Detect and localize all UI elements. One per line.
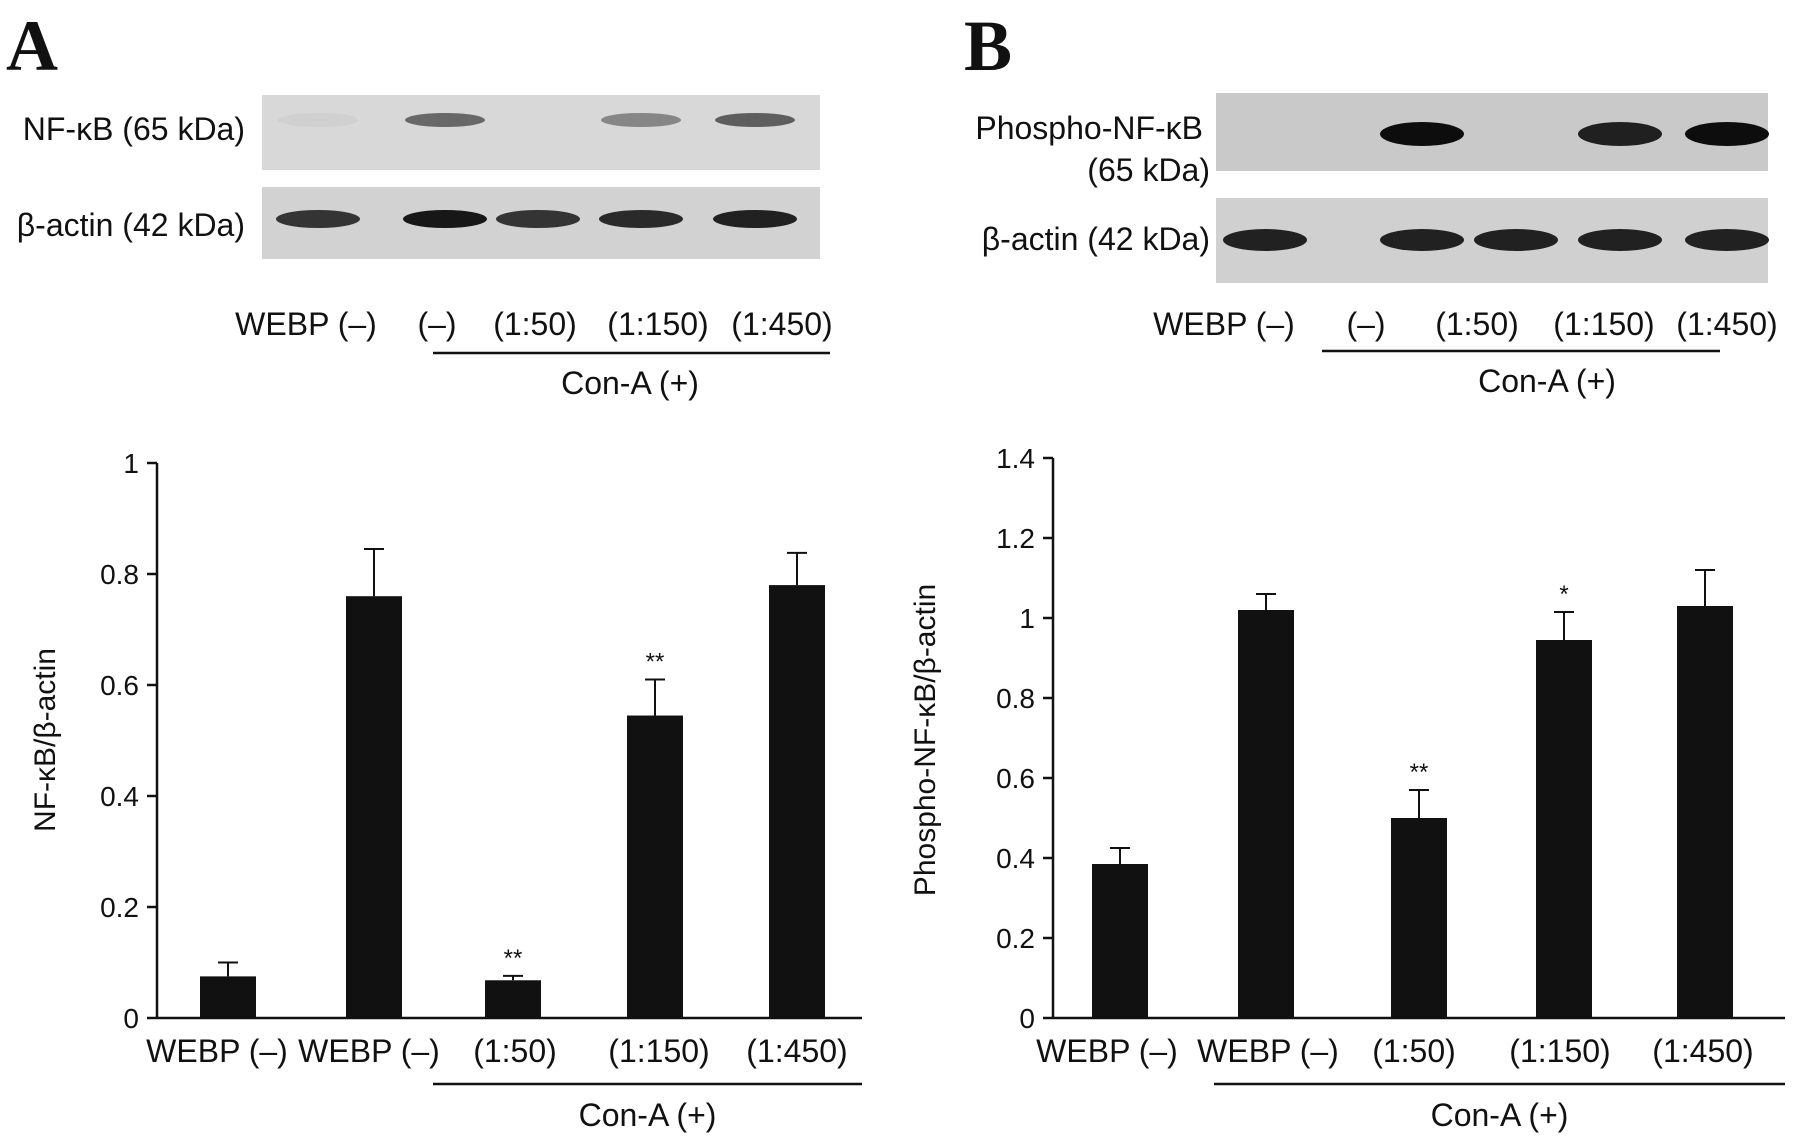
x-category-label: (1:150) xyxy=(608,1033,709,1069)
blot-band xyxy=(601,113,681,127)
y-tick-label: 1.2 xyxy=(996,523,1035,554)
significance-marker: ** xyxy=(504,945,523,972)
y-axis-label: NF-κB/β-actin xyxy=(29,648,62,832)
group-label: Con-A (+) xyxy=(579,1097,717,1133)
blot-a-lane-label-4: (1:450) xyxy=(731,306,832,342)
chart-a: 0 0.2 0.4 0.6 0.8 1 NF-κB/β-actin WEBP (–) WEBP … xyxy=(29,448,862,1133)
bar xyxy=(200,976,256,1018)
blot-band xyxy=(1223,229,1307,251)
y-tick-label: 0 xyxy=(1019,1003,1035,1034)
blot-a-row-0-bands xyxy=(278,113,795,127)
significance-marker: ** xyxy=(646,648,665,675)
bar xyxy=(1536,640,1592,1018)
blot-band xyxy=(1578,229,1662,251)
blot-band xyxy=(496,210,580,228)
x-category-label: WEBP (–) xyxy=(146,1033,288,1069)
blot-a-group-label: Con-A (+) xyxy=(561,365,699,401)
blot-b-lane-label-1: (–) xyxy=(1346,306,1385,342)
blot-band xyxy=(599,210,683,228)
blot-band xyxy=(278,113,358,127)
bar xyxy=(627,715,683,1018)
x-category-label: (1:50) xyxy=(1372,1033,1456,1069)
blot-b-lane-label-3: (1:150) xyxy=(1553,306,1654,342)
blot-b-row-0-label-line-1: Phospho-NF-κB xyxy=(975,110,1203,146)
y-tick-label: 1 xyxy=(123,448,139,479)
blot-b-row-1-bands xyxy=(1223,229,1769,251)
bar xyxy=(346,596,402,1018)
chart-b: 0 0.2 0.4 0.6 0.8 1 1.2 1.4 Phospho-NF-κB/β-acti… xyxy=(909,443,1785,1133)
x-category-label: (1:50) xyxy=(473,1033,557,1069)
panel-a-letter: A xyxy=(6,6,58,86)
blot-band xyxy=(715,113,795,127)
blot-b-lane-label-0: WEBP (–) xyxy=(1153,306,1295,342)
blot-band xyxy=(1380,229,1464,251)
y-tick-label: 0.6 xyxy=(996,763,1035,794)
bar xyxy=(769,585,825,1018)
blot-b-lane-label-2: (1:50) xyxy=(1435,306,1519,342)
x-category-label: WEBP (–) xyxy=(1197,1033,1339,1069)
y-tick-label: 0.2 xyxy=(996,923,1035,954)
x-category-label: WEBP (–) xyxy=(1036,1033,1178,1069)
y-tick-label: 0 xyxy=(123,1003,139,1034)
blot-band xyxy=(276,210,360,228)
y-tick-label: 0.8 xyxy=(100,559,139,590)
blot-b-row-0-label-line-2: (65 kDa) xyxy=(1087,152,1210,188)
blot-band xyxy=(1474,229,1558,251)
y-tick-label: 0.4 xyxy=(996,843,1035,874)
panel-a: A NF-κB (65 kDa) β-actin (42 kDa) WEBP (… xyxy=(6,6,833,401)
x-category-label: WEBP (–) xyxy=(298,1033,440,1069)
blot-b-row-0: Phospho-NF-κB (65 kDa) xyxy=(975,93,1769,188)
group-label: Con-A (+) xyxy=(1431,1097,1569,1133)
blot-a-row-1-label: β-actin (42 kDa) xyxy=(17,207,245,243)
bar xyxy=(485,980,541,1018)
blot-band xyxy=(405,113,485,127)
blot-a-lane-label-0: WEBP (–) xyxy=(235,306,377,342)
bar xyxy=(1238,610,1294,1018)
y-tick-label: 1 xyxy=(1019,603,1035,634)
blot-b-lane-label-4: (1:450) xyxy=(1676,306,1777,342)
y-tick-label: 0.6 xyxy=(100,670,139,701)
y-tick-label: 0.4 xyxy=(100,781,139,812)
blot-band xyxy=(713,210,797,228)
significance-marker: * xyxy=(1559,581,1568,608)
blot-a-row-0: NF-κB (65 kDa) xyxy=(23,95,820,170)
x-category-label: (1:150) xyxy=(1509,1033,1610,1069)
blot-b-row-0-background xyxy=(1216,93,1768,171)
blot-b-row-1-label: β-actin (42 kDa) xyxy=(982,221,1210,257)
y-axis-label: Phospho-NF-κB/β-actin xyxy=(909,584,942,896)
x-category-label: (1:450) xyxy=(1652,1033,1753,1069)
blot-a-row-0-label: NF-κB (65 kDa) xyxy=(23,111,245,147)
y-tick-label: 0.2 xyxy=(100,892,139,923)
bar xyxy=(1092,864,1148,1018)
blot-band xyxy=(403,210,487,228)
panel-b-letter: B xyxy=(964,6,1012,86)
blot-a-lane-label-3: (1:150) xyxy=(607,306,708,342)
blot-b-row-0-bands xyxy=(1380,122,1769,146)
panel-b: B Phospho-NF-κB (65 kDa) β-actin (42 kDa… xyxy=(964,6,1778,399)
blot-a-row-0-background xyxy=(262,95,820,170)
blot-band xyxy=(1578,122,1662,146)
blot-a-row-1-bands xyxy=(276,210,797,228)
blot-b-group-label: Con-A (+) xyxy=(1478,363,1616,399)
y-tick-label: 0.8 xyxy=(996,683,1035,714)
blot-band xyxy=(1380,122,1464,146)
blot-band xyxy=(1685,122,1769,146)
blot-band xyxy=(1685,229,1769,251)
x-category-label: (1:450) xyxy=(746,1033,847,1069)
blot-a-row-1: β-actin (42 kDa) xyxy=(17,187,820,259)
bar xyxy=(1391,818,1447,1018)
blot-a-lane-label-2: (1:50) xyxy=(493,306,577,342)
bar xyxy=(1677,606,1733,1018)
blot-a-lane-label-1: (–) xyxy=(417,306,456,342)
blot-b-row-1: β-actin (42 kDa) xyxy=(982,198,1769,283)
y-tick-label: 1.4 xyxy=(996,443,1035,474)
significance-marker: ** xyxy=(1410,759,1429,786)
